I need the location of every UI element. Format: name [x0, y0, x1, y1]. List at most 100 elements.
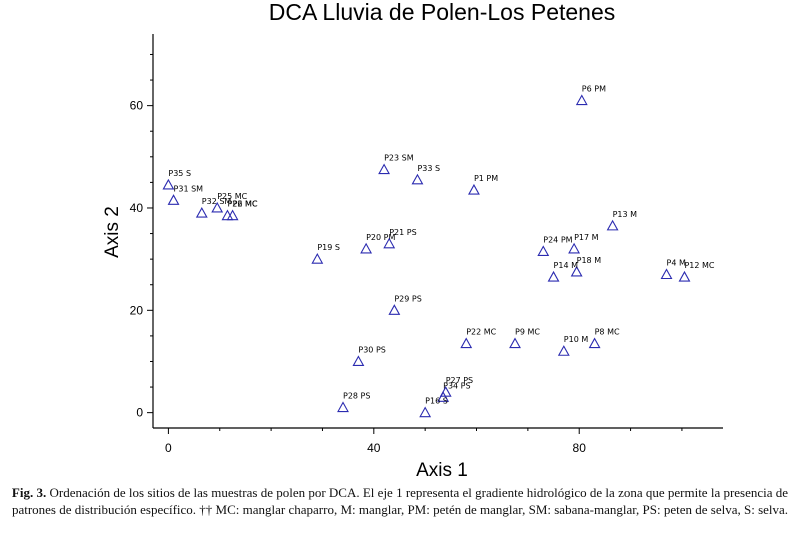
data-point: P31 SM: [167, 184, 204, 205]
point-label: P12 MC: [684, 261, 714, 270]
data-point: P34 PS: [437, 381, 471, 402]
data-point: P28 PS: [337, 392, 370, 413]
point-label: P8 MC: [595, 328, 620, 337]
triangle-marker: [162, 178, 175, 190]
triangle-marker: [557, 345, 570, 356]
triangle-marker: [575, 94, 588, 106]
data-point: P9 MC: [509, 328, 540, 349]
axis-ticks: 0 20 40 60 0 40 80: [130, 53, 683, 455]
triangle-marker: [195, 206, 208, 218]
triangle-marker: [437, 391, 450, 402]
y-tick-label: 40: [130, 201, 144, 215]
point-label: P16 S: [425, 397, 448, 406]
triangle-marker: [226, 209, 239, 221]
y-tick-label: 60: [130, 99, 144, 113]
triangle-marker: [352, 355, 365, 367]
chart-title: DCA Lluvia de Polen-Los Petenes: [269, 0, 616, 25]
triangle-marker: [378, 163, 391, 175]
point-label: P31 SM: [174, 184, 204, 193]
point-label: P13 M: [613, 210, 638, 219]
x-tick-label: 40: [367, 441, 381, 455]
point-label: P9 MC: [515, 328, 540, 337]
point-label: P35 S: [168, 169, 191, 178]
point-label: P1 PM: [474, 174, 498, 183]
point-label: P26 MC: [227, 200, 257, 209]
triangle-marker: [411, 173, 424, 185]
point-label: P17 M: [574, 233, 599, 242]
triangle-marker: [167, 194, 180, 205]
x-axis-title: Axis 1: [416, 460, 468, 481]
data-point: P33 S: [411, 164, 440, 185]
data-point: P8 MC: [588, 328, 620, 349]
figure-caption: Fig. 3. Ordenación de los sitios de las …: [6, 484, 794, 518]
point-label: P34 PS: [443, 381, 470, 390]
triangle-marker: [388, 304, 401, 315]
data-point: P6 PM: [575, 85, 606, 106]
data-point: P24 PM: [537, 235, 573, 257]
triangle-marker: [419, 406, 432, 418]
point-label: P24 PM: [543, 235, 572, 244]
triangle-marker: [678, 270, 691, 282]
triangle-marker: [360, 242, 373, 254]
plot-axes: [152, 34, 723, 429]
point-label: P10 M: [564, 335, 589, 344]
x-tick-label: 0: [165, 441, 172, 455]
point-label: P4 M: [667, 258, 686, 267]
point-label: P21 PS: [389, 228, 416, 237]
point-label: P25 MC: [217, 192, 247, 201]
triangle-marker: [311, 253, 324, 264]
triangle-marker: [547, 270, 560, 282]
data-point: P32 SM: [195, 197, 231, 218]
point-label: P27 PS: [446, 376, 473, 385]
point-label: P18 M: [577, 256, 602, 265]
point-label: P33 S: [417, 164, 440, 173]
triangle-marker: [537, 245, 550, 257]
data-point: P22 MC: [460, 328, 497, 349]
triangle-marker: [606, 219, 619, 231]
data-point: P10 M: [557, 335, 589, 356]
data-point: P13 M: [606, 210, 638, 231]
data-point: P14 M: [547, 261, 579, 282]
x-tick-label: 80: [573, 441, 587, 455]
triangle-marker: [568, 242, 581, 254]
y-tick-label: 0: [136, 406, 143, 420]
data-point: P35 S: [162, 169, 191, 190]
y-axis-title: Axis 2: [102, 206, 123, 258]
data-point: P29 PS: [388, 294, 422, 315]
triangle-marker: [588, 337, 601, 349]
triangle-marker: [221, 209, 234, 221]
caption-text: Ordenación de los sitios de las muestras…: [11, 485, 789, 517]
point-label: P2 MC: [233, 200, 258, 209]
data-point: P30 PS: [352, 345, 386, 367]
data-point: P12 MC: [678, 261, 715, 282]
point-label: P19 S: [317, 243, 340, 252]
point-label: P28 PS: [343, 392, 370, 401]
point-label: P20 PM: [366, 233, 395, 242]
caption-label: Fig. 3.: [11, 485, 47, 500]
data-point: P21 PS: [383, 228, 417, 249]
point-label: P29 PS: [394, 294, 421, 303]
point-label: P30 PS: [358, 345, 385, 354]
point-label: P14 M: [554, 261, 579, 270]
triangle-marker: [383, 237, 396, 249]
data-point: P1 PM: [468, 174, 498, 195]
dca-scatter-chart: DCA Lluvia de Polen-Los Petenes 02040600…: [102, 0, 723, 481]
triangle-marker: [509, 337, 521, 349]
data-point: P19 S: [311, 243, 340, 264]
data-point: P16 S: [419, 397, 448, 418]
data-point: P4 M: [660, 258, 686, 280]
y-tick-label: 20: [130, 303, 144, 317]
data-point: P25 MC: [211, 192, 248, 213]
triangle-marker: [460, 337, 473, 349]
triangle-marker: [660, 268, 673, 280]
point-label: P22 MC: [466, 328, 496, 337]
triangle-marker: [337, 401, 349, 413]
data-point: P18 M: [570, 256, 602, 277]
data-point: P20 PM: [360, 233, 395, 254]
point-label: P6 PM: [582, 85, 606, 94]
data-point: P23 SM: [378, 154, 414, 175]
triangle-marker: [211, 201, 224, 213]
data-point: P17 M: [568, 233, 599, 254]
point-label: P23 SM: [384, 154, 414, 163]
